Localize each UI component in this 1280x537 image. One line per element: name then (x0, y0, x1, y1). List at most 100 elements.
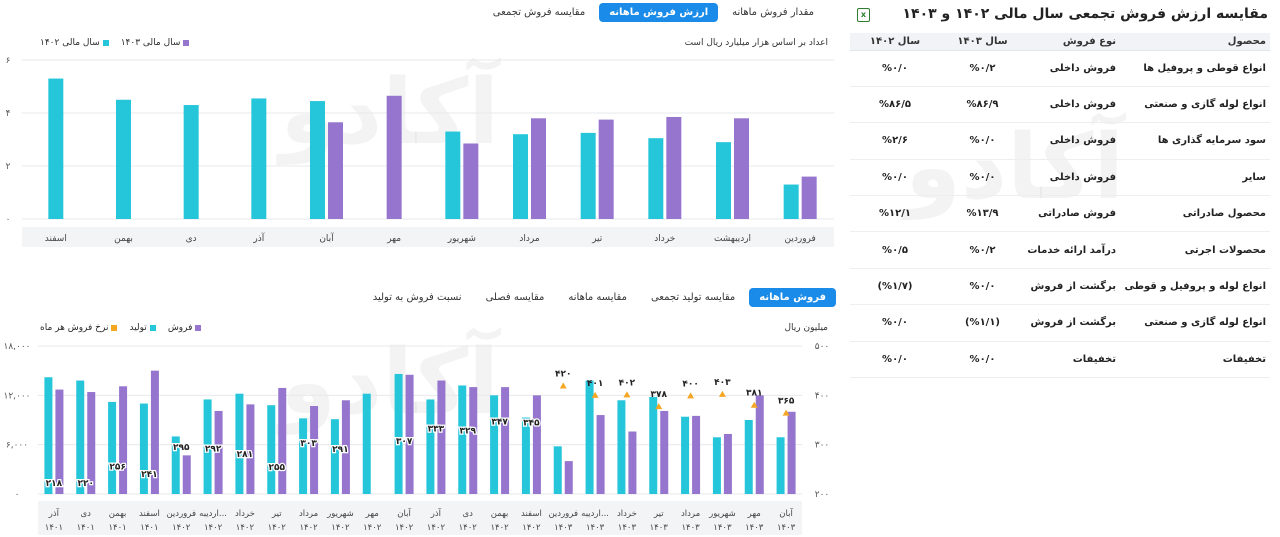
bar-sales (310, 406, 319, 494)
bar-production (203, 399, 212, 494)
sales-table: محصول نوع فروش سال ۱۴۰۳ سال ۱۴۰۲ انواع ق… (850, 33, 1270, 379)
x-tick-label: تیر (591, 234, 603, 244)
cell-1402: %۱۲/۱ (850, 195, 940, 233)
x-tick-label: فروردین (785, 234, 816, 244)
top-bar-chart: ۰ ۲ ۴ ۶ فروردین اردیبهشت خرداد تیر مرداد شهریور مه… (6, 56, 834, 247)
bar-1403 (463, 143, 479, 219)
tab-monthly-sales[interactable]: فروش ماهانه (749, 288, 836, 307)
tab-cumulative-compare[interactable]: مقایسه فروش تجمعی (492, 7, 586, 18)
bar-production (426, 399, 435, 494)
cell-product: انواع لوله گازی و صنعتی (1120, 86, 1270, 124)
cell-1402: %۸۶/۵ (850, 86, 940, 124)
rate-marker (750, 401, 758, 408)
bottom-chart-tabs: فروش ماهانه مقایسه تولید تجمعی مقایسه ما… (363, 288, 836, 307)
legend-item-1403[interactable]: سال مالی ۱۴۰۳ (121, 38, 190, 48)
legend-label-production: تولید (129, 323, 147, 333)
cell-1402: %۲/۶ (850, 122, 940, 160)
x-tick-month: تیر (271, 509, 282, 519)
cell-1403: %۰/۰ (940, 122, 1025, 160)
bar-production (776, 437, 785, 494)
x-tick-year: ۱۴۰۲ (427, 523, 446, 533)
bar-1402 (513, 134, 528, 219)
legend-swatch-production (149, 325, 156, 331)
cell-1402: %۰/۰ (850, 304, 940, 342)
cell-1403: %۰/۲ (940, 231, 1025, 269)
x-tick-month: مرداد (299, 509, 318, 519)
excel-export-icon[interactable]: x (857, 8, 870, 22)
bottom-chart-unit-label: میلیون ریال (784, 323, 828, 333)
bar-production (139, 403, 148, 494)
x-tick-year: ۱۴۰۱ (45, 523, 63, 533)
cell-sale-type: فروش داخلی (1025, 122, 1120, 160)
x-tick-year: ۱۴۰۲ (172, 523, 191, 533)
bar-sales (119, 386, 128, 494)
tab-monthly-compare[interactable]: مقایسه ماهانه (568, 292, 627, 303)
data-label: ۲۵۵ (269, 463, 286, 473)
bar-1402 (648, 138, 664, 219)
data-label: ۳۰۷ (396, 437, 413, 447)
data-label: ۳۷۸ (651, 390, 668, 400)
bar-production (553, 446, 562, 494)
bar-production (744, 420, 753, 494)
x-tick-label: مرداد (519, 234, 539, 244)
table-row: انواع لوله گازی و صنعتی فروش داخلی %۸۶/۹ %۸… (850, 86, 1270, 124)
bar-sales (723, 433, 732, 494)
cell-sale-type: درآمد ارائه خدمات (1025, 231, 1120, 269)
cumulative-sales-panel: مقایسه ارزش فروش تجمعی سال مالی ۱۴۰۲ و ۱… (850, 0, 1270, 537)
data-label: ۴۰۲ (619, 378, 636, 388)
x-tick-year: ۱۴۰۲ (204, 523, 223, 533)
x-tick-year: ۱۴۰۲ (331, 523, 350, 533)
x-tick-year: ۱۴۰۳ (777, 523, 796, 533)
x-tick-month: اسفند (139, 509, 160, 519)
legend-item-rate[interactable]: نرخ فروش هر ماه (40, 323, 118, 333)
rate-marker (718, 390, 726, 397)
y-right-tick-label: ۵۰۰ (815, 342, 830, 352)
bar-sales (278, 387, 287, 494)
data-label: ۳۰۳ (300, 439, 317, 449)
x-tick-year: ۱۴۰۲ (299, 523, 318, 533)
bar-production (362, 393, 371, 494)
x-tick-month: اردیبه... (581, 509, 609, 519)
bottom-bar-chart: ۰ ۶,۰۰۰ ۱۲,۰۰۰ ۱۸,۰۰۰ ۲۰۰ ۳۰۰ ۴۰۰ ۵۰۰ آذر ۱۴۰۱ ۲۱۸… (3, 342, 830, 535)
bar-sales (755, 395, 764, 494)
cell-1402: %۰/۰ (850, 159, 940, 197)
data-label: ۲۲۰ (78, 479, 94, 489)
x-axis-band (38, 501, 802, 535)
data-label: ۴۲۰ (555, 369, 571, 379)
x-tick-year: ۱۴۰۳ (650, 523, 669, 533)
tab-monthly-value[interactable]: ارزش فروش ماهانه (599, 3, 719, 22)
x-tick-month: فروردین (166, 509, 196, 519)
data-label: ۳۲۹ (460, 426, 477, 436)
data-label: ۲۹۲ (205, 445, 222, 455)
legend-label-sales: فروش (167, 323, 193, 333)
tab-sales-production-ratio[interactable]: نسبت فروش به تولید (372, 292, 462, 303)
cell-sale-type: برگشت از فروش (1025, 304, 1120, 342)
y-tick-label: ۴ (6, 109, 11, 119)
x-tick-year: ۱۴۰۳ (745, 523, 764, 533)
legend-item-sales[interactable]: فروش (168, 323, 202, 333)
bar-1402 (716, 142, 731, 219)
x-tick-month: مرداد (681, 509, 700, 519)
legend-item-1402[interactable]: سال مالی ۱۴۰۲ (40, 38, 109, 48)
top-chart-tabs: مقدار فروش ماهانه ارزش فروش ماهانه مقایس… (483, 3, 824, 22)
tab-cumulative-production[interactable]: مقایسه تولید تجمعی (650, 292, 736, 303)
cell-sale-type: فروش داخلی (1025, 86, 1120, 124)
legend-label-1403: سال مالی ۱۴۰۳ (120, 38, 181, 48)
cell-product: محصول صادراتی (1120, 195, 1270, 233)
legend-item-production[interactable]: تولید (129, 323, 156, 333)
bar-production (171, 436, 180, 494)
bar-sales (87, 392, 96, 494)
tab-monthly-quantity[interactable]: مقدار فروش ماهانه (732, 7, 814, 18)
x-tick-month: بهمن (109, 509, 127, 519)
x-tick-month: بهمن (491, 509, 509, 519)
data-label: ۲۵۶ (109, 462, 125, 472)
bar-sales (692, 415, 701, 494)
x-tick-label: شهریور (447, 234, 476, 244)
cell-1403: %۱۳/۹ (940, 195, 1025, 233)
legend-swatch-rate (111, 325, 118, 331)
top-chart-unit-note: اعداد بر اساس هزار میلیارد ریال است (684, 38, 828, 48)
bar-sales (501, 387, 510, 494)
rate-marker (623, 391, 631, 398)
bar-production (267, 405, 276, 494)
tab-quarterly-compare[interactable]: مقایسه فصلی (485, 292, 545, 303)
